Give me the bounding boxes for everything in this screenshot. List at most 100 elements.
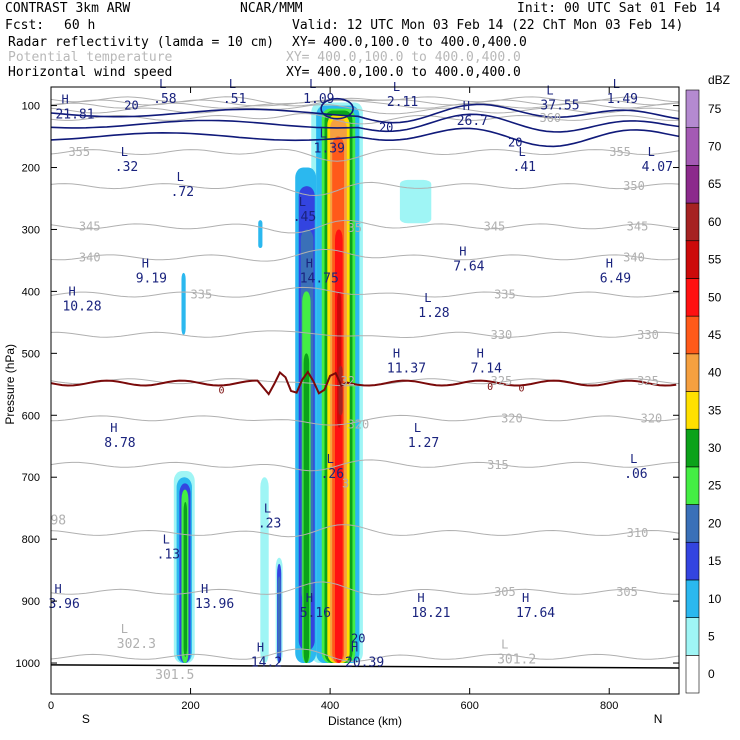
gray-low-value: 301.5 [155,668,194,683]
x-end-label-south: S [82,712,90,726]
theta-contour-line [50,414,680,426]
extremum-value: .45 [293,210,316,225]
extremum-letter: L [424,291,431,305]
colorbar-swatch [685,617,700,656]
zero-isotherm-label: 0 [487,382,493,393]
y-tick-label: 700 [22,472,40,484]
field-theta: Potential temperature [8,50,173,65]
extremum-letter: L [229,77,236,91]
x-tick-label: 400 [321,700,339,712]
y-tick-label: 400 [22,286,40,298]
theta-label: 345 [627,219,649,233]
colorbar-swatch [685,541,700,581]
colorbar-swatch [685,466,700,505]
theta-label: 340 [623,250,645,264]
extremum-letter: L [264,501,271,515]
extremum-value: 37.55 [540,98,579,113]
colorbar-swatch [685,353,700,392]
colorbar-unit: dBZ [708,73,730,87]
extremum-letter: H [201,582,208,596]
theta-label: 325 [637,374,659,388]
x-tick-label: 0 [48,700,54,712]
colorbar-swatch [685,428,700,468]
extremum-value: 7.64 [453,259,484,274]
gray-low-letter: L [501,638,508,652]
x-end-label-north: N [654,712,663,726]
extremum-letter: L [613,77,620,91]
gray-low-value: 302.3 [117,637,156,652]
y-tick-label: 1000 [16,658,40,670]
reflectivity-cell [338,365,343,416]
colorbar-level-label: 75 [708,102,722,116]
theta-contour-line [50,148,680,162]
theta-label: 305 [494,585,516,599]
extremum-value: .58 [153,92,176,107]
extremum-value: 26.7 [457,114,488,129]
extremum-letter: H [459,244,466,258]
wind-contour-line [50,127,680,148]
colorbar-swatch [685,278,700,317]
extremum-value: .23 [258,516,281,531]
y-tick-label: 800 [22,534,40,546]
extremum-value: 17.64 [516,606,555,621]
colorbar-level-label: 50 [708,290,722,304]
colorbar-swatch [685,240,700,279]
x-tick-label: 800 [600,700,618,712]
extremum-letter: H [606,257,613,271]
theta-label: 305 [616,585,638,599]
wind-contour-line [50,113,680,133]
theta-label: 335 [494,287,516,301]
wind-label: 20 [124,99,138,113]
theta-contour-line [50,96,680,107]
y-tick-label: 300 [22,224,40,236]
colorbar-level-label: 35 [708,403,722,417]
theta-contour-line [50,112,680,125]
colorbar: 0 5 10 15 20 25 30 35 40 45 50 55 60 65 70 75 dBZ [685,73,730,694]
ground-line [50,664,680,669]
colorbar-level-label: 40 [708,366,722,380]
extremum-letter: L [546,83,553,97]
zero-isotherm-line [50,370,677,396]
extremum-letter: L [630,452,637,466]
extremum-letter: H [393,347,400,361]
extremum-letter: H [351,641,358,655]
reflectivity-fill [173,102,432,664]
theta-label: 335 [191,287,213,301]
extremum-value: 3.96 [48,597,79,612]
y-tick-label: 500 [22,348,40,360]
extremum-value: .06 [624,467,647,482]
theta-contour-line [50,99,680,107]
theta-contour-line [50,219,680,234]
extremum-value: 5.16 [300,606,331,621]
extremum-value: 11.37 [387,362,426,377]
extremum-value: 1.09 [303,92,334,107]
extremum-letter: L [163,532,170,546]
colorbar-swatch [685,391,700,430]
xy-reflectivity: XY= 400.0,100.0 to 400.0,400.0 [292,35,527,50]
inner-contour-label: 320 [348,418,370,432]
extremum-letter: L [299,195,306,209]
wind-label: 20 [351,631,365,645]
inner-contour-label: 32 [341,374,355,388]
gray-low-value: 98 [50,513,66,528]
colorbar-level-label: 20 [708,516,722,530]
xy-theta: XY= 400.0,100.0 to 400.0,400.0 [286,50,521,65]
colorbar-level-label: 0 [708,667,715,681]
extremum-value: 1.28 [418,306,449,321]
colorbar-level-label: 5 [708,629,715,643]
fcst-label: Fcst: [5,18,45,33]
extremum-letter: L [414,421,421,435]
reflectivity-cell [303,353,310,664]
extremum-letter: H [68,285,75,299]
gray-low-letter: L [121,622,128,636]
x-tick-label: 600 [460,700,478,712]
extremum-value: 21.81 [55,108,94,123]
extremum-value: 14.2 [251,656,282,671]
extremum-value: 2.11 [387,95,418,110]
colorbar-swatch [685,202,700,242]
theta-contour-line [50,248,680,262]
theta-contour-line [50,100,680,109]
